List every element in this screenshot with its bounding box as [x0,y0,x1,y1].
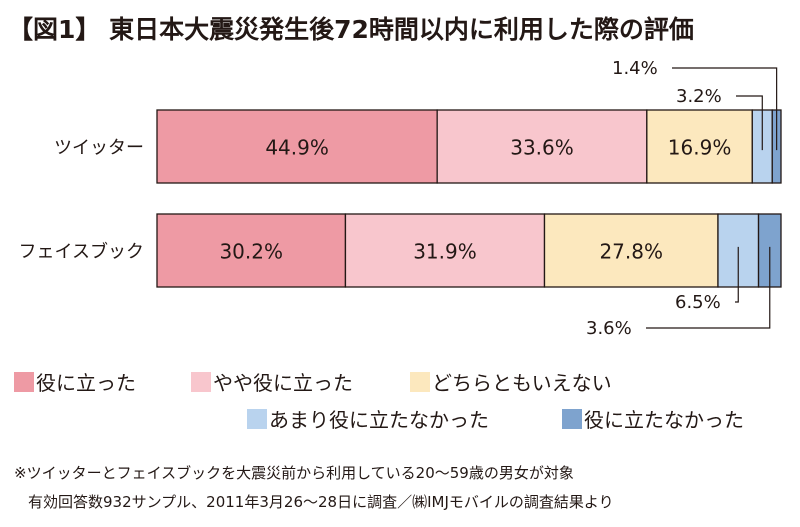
callout-leader [736,95,763,151]
callout-label: 1.4% [612,58,658,79]
bar-segment [646,109,753,184]
bar-segment [156,109,438,184]
legend-label: やや役に立った [213,371,353,395]
bar-segment [543,213,719,288]
legend-swatch [562,409,582,429]
bar-segment [436,109,648,184]
footnote-line-2: 有効回答数932サンプル、2011年3月26～28日に調査／㈱IMJモバイルの調… [28,493,614,511]
callout-leader [646,246,771,329]
value-label: 44.9% [265,136,329,160]
footnote-line-1: ※ツイッターとフェイスブックを大震災前から利用している20～59歳の男女が対象 [14,464,574,482]
legend-label: 役に立たなかった [584,408,744,432]
bar-segment [344,213,546,288]
category-label: ツイッター [54,138,144,159]
value-label: 33.6% [510,136,574,160]
callout-label: 6.5% [675,292,721,313]
bars-group: ツイッター 44.9% 33.6% 16.9% 1.4% 3.2% フェイスブック 30.2%… [19,58,782,339]
callout-leader [735,246,739,303]
callout-label: 3.6% [586,318,632,339]
bar-segment [156,213,347,288]
legend-swatch [191,372,211,392]
legend-swatch [410,372,430,392]
legend-label: あまり役に立たなかった [269,408,489,432]
value-label: 31.9% [413,240,477,264]
legend-swatch [247,409,267,429]
value-label: 27.8% [599,240,663,264]
legend-label: 役に立った [36,371,136,395]
legend-swatch [14,372,34,392]
value-label: 16.9% [668,136,732,160]
callout-leader [672,67,778,151]
category-label: フェイスブック [19,241,144,263]
chart-title: 【図1】 東日本大震災発生後72時間以内に利用した際の評価 [8,15,694,44]
callout-label: 3.2% [676,86,722,107]
legend-label: どちらともいえない [432,371,612,395]
value-label: 30.2% [219,240,283,264]
